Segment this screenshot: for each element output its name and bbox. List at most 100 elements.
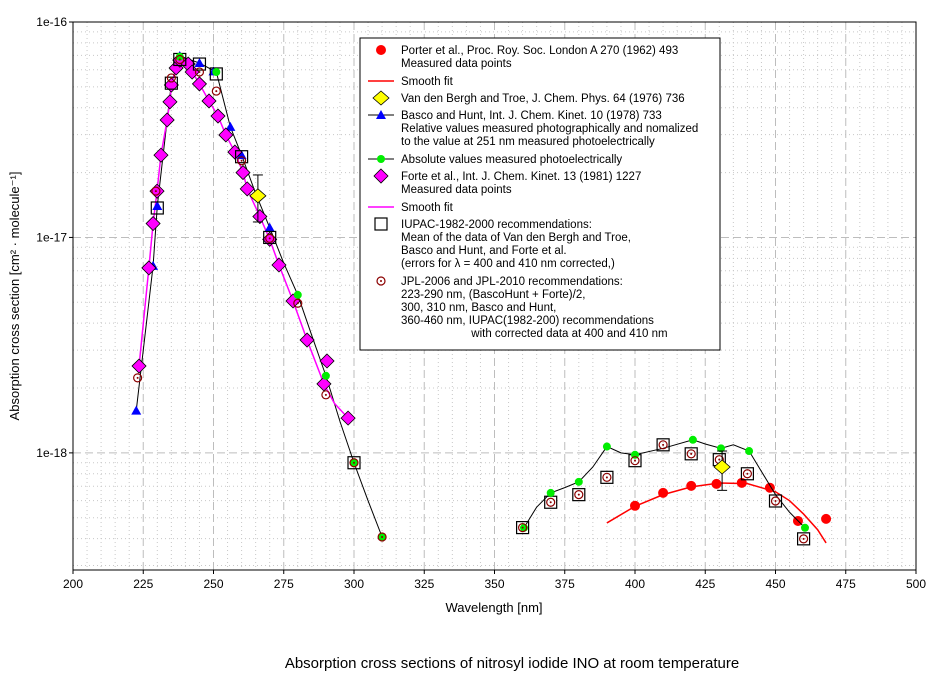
chart-title: Absorption cross sections of nitrosyl io… (285, 655, 739, 672)
line_short-line (135, 55, 383, 538)
x-tick-label: 250 (203, 577, 223, 591)
jpl-point (630, 456, 640, 466)
jpl-point (602, 472, 612, 482)
series-forte (131, 52, 356, 426)
absolute-point (175, 52, 184, 61)
iupac-point (192, 57, 207, 71)
jpl-point (574, 490, 584, 500)
forte-point (340, 410, 356, 426)
legend-text: Van den Bergh and Troe, J. Chem. Phys. 6… (401, 93, 685, 105)
absolute-point (716, 444, 725, 453)
x-tick-label: 275 (274, 577, 294, 591)
series-absolute (175, 52, 810, 541)
legend-marker (376, 45, 386, 55)
jpl-point (658, 440, 668, 450)
jpl-point (265, 233, 275, 243)
x-tick-label: 475 (836, 577, 856, 591)
series-forte_fit (138, 59, 349, 419)
legend-item-forte: Forte et al., Int. J. Chem. Kinet. 13 (1… (373, 168, 641, 196)
forte-point (218, 127, 234, 143)
legend-item-porter_fit: Smooth fit (368, 76, 454, 88)
legend-text: Basco and Hunt, Int. J. Chem. Kinet. 10 … (401, 110, 662, 122)
x-tick-label: 400 (625, 577, 645, 591)
jpl-point-dot (240, 159, 243, 162)
legend-marker (374, 217, 388, 231)
legend-text: to the value at 251 nm measured photoele… (401, 136, 655, 148)
iupac-point (684, 447, 698, 461)
x-tick-label: 450 (765, 577, 785, 591)
forte-point (163, 77, 179, 93)
forte-point (201, 93, 217, 109)
iupac-point (150, 201, 164, 215)
absolute-point (801, 523, 810, 532)
absolute-point (321, 371, 330, 380)
jpl-point-dot (324, 393, 327, 396)
legend-text: JPL-2006 and JPL-2010 recommendations: (401, 276, 623, 288)
x-tick-label: 375 (555, 577, 575, 591)
jpl-point-dot (268, 237, 271, 240)
forte-point (159, 112, 175, 128)
jpl-point (377, 532, 387, 542)
jpl-point-dot (605, 476, 608, 479)
jpl-point-dot (549, 501, 552, 504)
basco-point (131, 405, 142, 415)
legend-item-forte_fit: Smooth fit (368, 202, 454, 214)
legend-text: Smooth fit (401, 76, 454, 88)
jpl-point-dot (381, 535, 384, 538)
jpl-point-dot (136, 376, 139, 379)
iupac-point (515, 520, 530, 535)
forte-point (239, 181, 255, 197)
absolute-point (745, 447, 754, 456)
y-axis-label: Absorption cross section [cm² · molecule… (7, 172, 22, 421)
absolute-point (293, 290, 302, 299)
forte-point (153, 147, 169, 163)
forte-point (252, 208, 268, 225)
vdb-point (713, 459, 731, 475)
legend-text: Forte et al., Int. J. Chem. Kinet. 13 (1… (401, 171, 641, 183)
x-tick-label: 350 (484, 577, 504, 591)
jpl-point (166, 73, 176, 83)
y-tick-label: 1e-18 (36, 446, 67, 460)
jpl-point-dot (577, 493, 580, 496)
iupac-point (600, 470, 614, 484)
iupac-point (796, 532, 811, 546)
legend-text: 300, 310 nm, Basco and Hunt, (401, 302, 556, 314)
legend-text: Absolute values measured photoelectrical… (401, 154, 622, 166)
jpl-point (211, 86, 221, 96)
series-layer (131, 51, 832, 546)
jpl-point-dot (178, 58, 181, 61)
absolute-point (546, 488, 555, 497)
jpl-point (293, 298, 303, 308)
x-tick-label: 500 (906, 577, 926, 591)
x-tick-label: 300 (344, 577, 364, 591)
legend-text: 223-290 nm, (BascoHunt + Forte)/2, (401, 289, 585, 301)
basco-point (194, 58, 205, 68)
jpl-point-dot (521, 526, 524, 529)
absolute-point (574, 477, 583, 486)
jpl-point-dot (353, 461, 355, 464)
legend-item-porter: Porter et al., Proc. Roy. Soc. London A … (376, 45, 678, 70)
x-tick-label: 425 (695, 577, 715, 591)
forte-point (271, 257, 287, 273)
forte-point (319, 353, 335, 369)
forte-point (210, 108, 226, 124)
legend-item-iupac: IUPAC-1982-2000 recommendations:Mean of … (374, 217, 631, 270)
legend-text: Porter et al., Proc. Roy. Soc. London A … (401, 45, 678, 57)
legend-text: Measured data points (401, 184, 512, 196)
iupac-point (768, 494, 783, 508)
forte-point (141, 260, 157, 276)
iupac-point (235, 150, 249, 164)
jpl-point-dot (746, 472, 749, 475)
jpl-point (742, 469, 753, 479)
forte-point (227, 144, 243, 160)
legend-item-absolute: Absolute values measured photoelectrical… (368, 154, 622, 166)
basco-point (264, 222, 275, 232)
legend-marker (376, 110, 386, 119)
basco-point (225, 121, 236, 131)
jpl-point (194, 67, 205, 77)
forte-point (162, 94, 178, 110)
jpl-point (686, 449, 696, 459)
legend-item-basco: Basco and Hunt, Int. J. Chem. Kinet. 10 … (368, 110, 698, 148)
forte_fit-line (138, 59, 349, 419)
jpl-point (151, 186, 161, 196)
